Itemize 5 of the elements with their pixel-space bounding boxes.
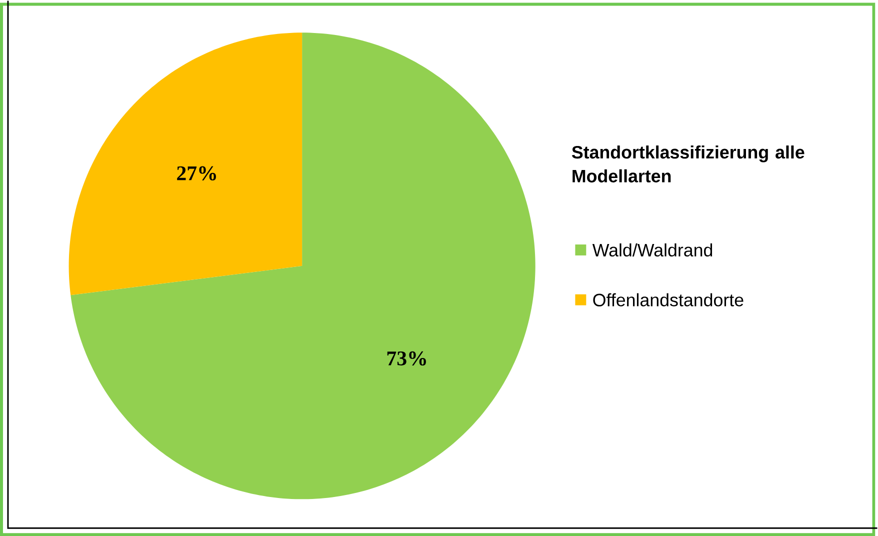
legend-title: Standortklassifizierung alle Modellarten	[572, 145, 804, 182]
legend-label: Wald/Waldrand	[592, 243, 712, 256]
data-label: 27%	[177, 166, 216, 180]
data-label: 73%	[387, 351, 426, 366]
legend-label: Offenlandstandorte	[593, 293, 744, 306]
